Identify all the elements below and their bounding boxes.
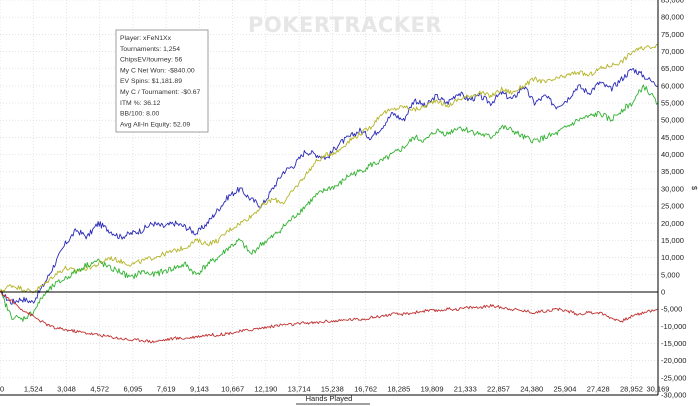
yellow-line bbox=[0, 43, 659, 294]
y-tick-label: 0 bbox=[661, 287, 665, 296]
blue-line bbox=[0, 68, 659, 305]
y-tick-label: 60,000 bbox=[661, 81, 684, 90]
pokertracker-watermark: POKERTRACKER bbox=[248, 13, 442, 37]
stats-line: ITM %: 36.12 bbox=[120, 100, 161, 107]
x-tick-label: 9,143 bbox=[190, 385, 209, 394]
x-tick-labels: 0 1,524 3,048 4,572 6,095 7,619 9,143 10,667 12,… bbox=[0, 385, 669, 394]
x-tick-label: 19,809 bbox=[421, 385, 444, 394]
y-tick-label: -5,000 bbox=[661, 305, 682, 314]
stats-line: Avg All-In Equity: 52.09 bbox=[120, 121, 190, 128]
x-tick-label: 28,952 bbox=[620, 385, 643, 394]
y-tick-label: 15,000 bbox=[661, 236, 684, 245]
y-tick-label: 85,000 bbox=[661, 0, 684, 5]
y-tick-label: 65,000 bbox=[661, 64, 684, 73]
x-tick-label: 21,333 bbox=[454, 385, 477, 394]
y-tick-label: -20,000 bbox=[661, 356, 686, 365]
x-tick-label: 0 bbox=[0, 385, 4, 394]
y-tick-label: 40,000 bbox=[661, 150, 684, 159]
y-tick-labels: -30,000 -25,000 -20,000 -15,000 -10,000 -5,00… bbox=[661, 0, 686, 400]
x-tick-label: 22,857 bbox=[487, 385, 510, 394]
y-tick-label: 80,000 bbox=[661, 13, 684, 22]
x-tick-label: 4,572 bbox=[90, 385, 109, 394]
y-tick-label: 35,000 bbox=[661, 167, 684, 176]
x-axis-label: Hands Played bbox=[306, 394, 353, 403]
y-tick-label: 45,000 bbox=[661, 133, 684, 142]
x-tick-label: 15,238 bbox=[321, 385, 344, 394]
y-tick-label: 30,000 bbox=[661, 184, 684, 193]
x-tick-label: 3,048 bbox=[57, 385, 76, 394]
y-tick-label: -15,000 bbox=[661, 339, 686, 348]
y-tick-label: 5,000 bbox=[661, 270, 680, 279]
stats-line: Player: xFeN1Xx bbox=[120, 35, 172, 42]
x-tick-label: 16,762 bbox=[354, 385, 377, 394]
y-tick-label: 50,000 bbox=[661, 116, 684, 125]
red-line bbox=[0, 290, 659, 344]
stats-box: Player: xFeN1Xx Tournaments: 1,254 ChipsEV… bbox=[115, 29, 209, 133]
y-tick-label: 20,000 bbox=[661, 219, 684, 228]
stats-line: Tournaments: 1,254 bbox=[120, 46, 180, 53]
y-tick-label: 75,000 bbox=[661, 30, 684, 39]
green-line bbox=[0, 84, 659, 322]
stats-line: ChipsEV/tourney: 56 bbox=[120, 57, 183, 64]
x-tick-label: 27,428 bbox=[587, 385, 610, 394]
y-tick-label: 10,000 bbox=[661, 253, 684, 262]
stats-line: My C Net Won: -$840.00 bbox=[120, 67, 195, 74]
series-layer bbox=[0, 43, 659, 344]
stats-line: EV Spins: $1,181.89 bbox=[120, 78, 182, 85]
x-tick-label: 12,190 bbox=[254, 385, 277, 394]
stats-lines: Player: xFeN1Xx Tournaments: 1,254 ChipsEV… bbox=[120, 35, 201, 128]
x-tick-label: 13,714 bbox=[288, 385, 311, 394]
y-axis-label: $ bbox=[690, 186, 699, 191]
y-tick-label: 25,000 bbox=[661, 202, 684, 211]
y-tick-label: -25,000 bbox=[661, 373, 686, 382]
x-tick-label: 1,524 bbox=[24, 385, 43, 394]
stats-line: BB/100: 8.00 bbox=[120, 111, 160, 118]
x-tick-label: 25,904 bbox=[554, 385, 577, 394]
stats-line: My C / Tournament: -$0.67 bbox=[120, 89, 201, 96]
x-tick-label: 30,169 bbox=[647, 385, 670, 394]
x-tick-label: 18,285 bbox=[387, 385, 410, 394]
x-tick-label: 24,380 bbox=[520, 385, 543, 394]
x-tick-label: 7,619 bbox=[157, 385, 176, 394]
y-tick-label: 70,000 bbox=[661, 47, 684, 56]
x-tick-label: 10,667 bbox=[221, 385, 244, 394]
stats-box-frame bbox=[115, 29, 209, 133]
y-tick-label: 55,000 bbox=[661, 99, 684, 108]
x-tick-label: 6,095 bbox=[124, 385, 143, 394]
y-tick-label: -30,000 bbox=[661, 391, 686, 400]
y-tick-label: -10,000 bbox=[661, 322, 686, 331]
